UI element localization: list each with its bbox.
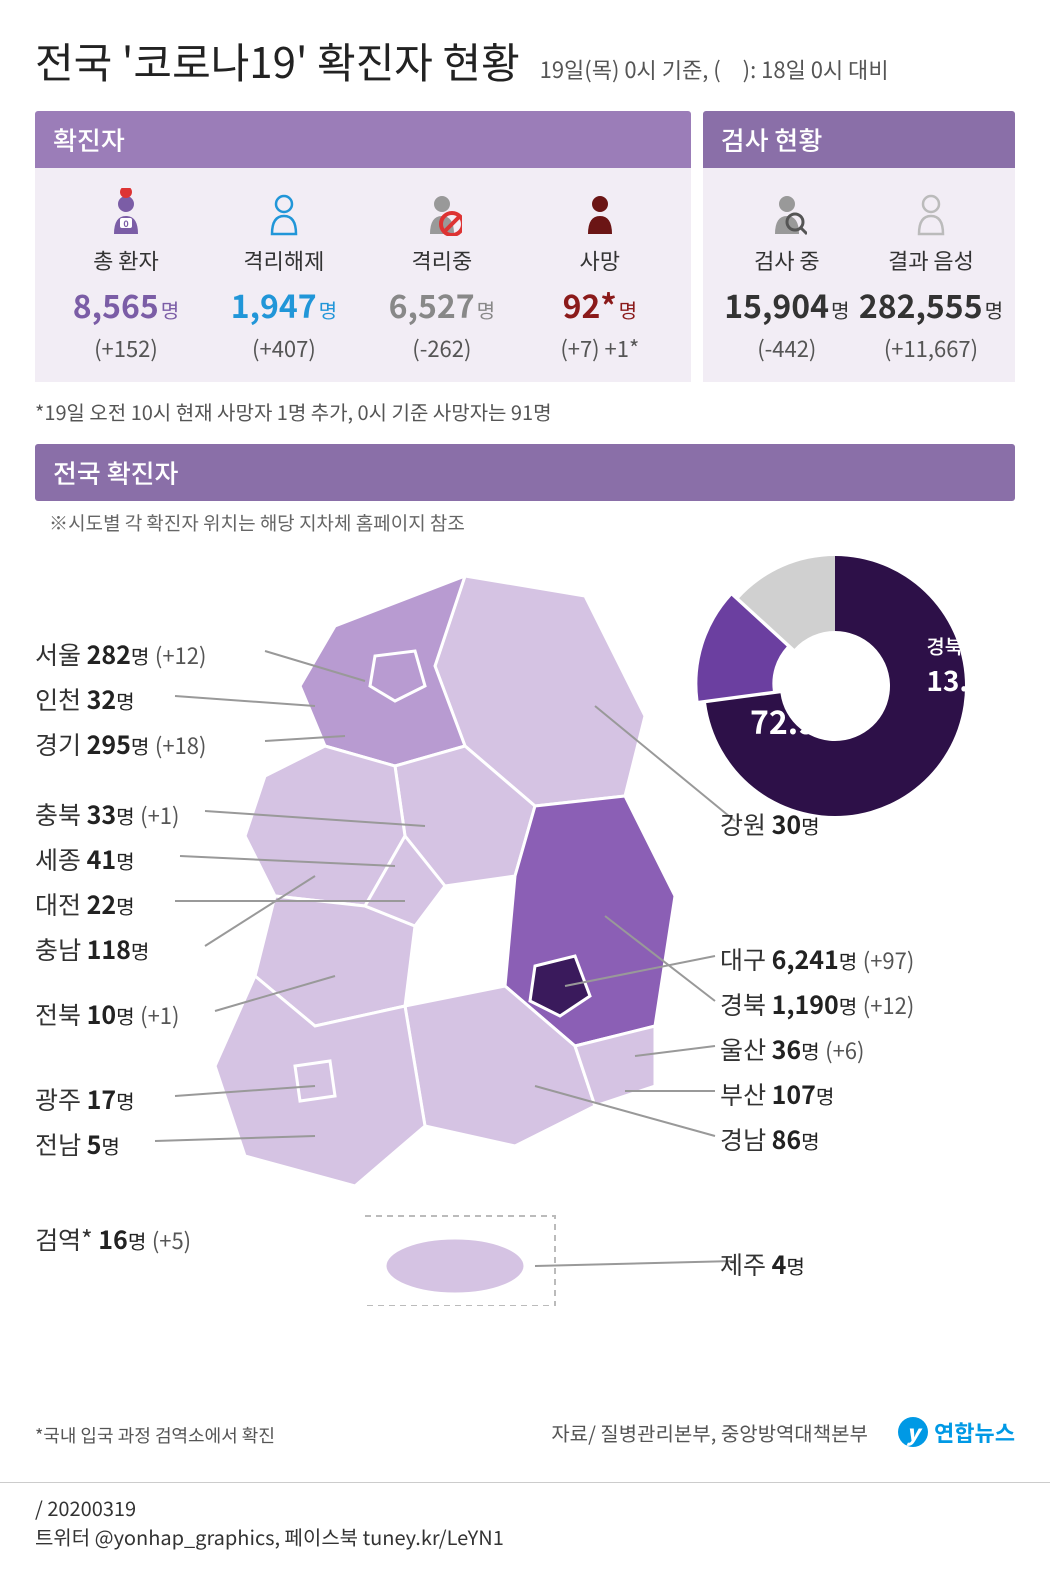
stat-change: (-442)	[715, 332, 859, 364]
stats-footnote: *19일 오전 10시 현재 사망자 1명 추가, 0시 기준 사망자는 91명	[35, 397, 1015, 426]
title-row: 전국 '코로나19' 확진자 현황 19일(목) 0시 기준, ( ): 18일…	[35, 30, 1015, 91]
stat-icon	[205, 186, 363, 236]
title-prefix: 전국	[35, 30, 112, 91]
stat-icon: 0	[47, 186, 205, 236]
confirmed-box: 확진자 0 총 환자 8,565명 (+152) 격리해제 1,947명 (+4…	[35, 111, 691, 382]
stat-value: 282,555명	[859, 282, 1003, 328]
region-label: 울산 36명 (+6)	[720, 1031, 864, 1067]
stat-item: 검사 중 15,904명 (-442)	[715, 186, 859, 364]
region-label: 경남 86명	[720, 1121, 820, 1157]
stat-change: (-262)	[363, 332, 521, 364]
region-label: 인천 32명	[35, 681, 135, 717]
region-label: 경기 295명 (+18)	[35, 726, 206, 762]
region-label: 부산 107명	[720, 1076, 834, 1112]
region-label: 서울 282명 (+12)	[35, 636, 206, 672]
stat-change: (+11,667)	[859, 332, 1003, 364]
testing-box: 검사 현황 검사 중 15,904명 (-442) 결과 음성 282,555명…	[703, 111, 1015, 382]
region-label: 전북 10명 (+1)	[35, 996, 179, 1032]
donut-label-daegu: 대구 72.9%	[750, 666, 836, 744]
stat-value: 8,565명	[47, 282, 205, 328]
stat-label: 사망	[521, 244, 679, 276]
stat-label: 총 환자	[47, 244, 205, 276]
quarantine-note: *국내 입국 과정 검역소에서 확진	[35, 1422, 275, 1448]
region-label: 검역* 16명 (+5)	[35, 1221, 191, 1257]
stat-change: (+152)	[47, 332, 205, 364]
stat-value: 15,904명	[715, 282, 859, 328]
stat-icon	[363, 186, 521, 236]
page-title: 전국 '코로나19' 확진자 현황	[35, 30, 520, 91]
stat-value: 6,527명	[363, 282, 521, 328]
region-label: 충남 118명	[35, 931, 149, 967]
stats-section: 확진자 0 총 환자 8,565명 (+152) 격리해제 1,947명 (+4…	[35, 111, 1015, 382]
region-label: 제주 4명	[720, 1246, 805, 1282]
korea-map	[115, 546, 735, 1306]
stat-item: 결과 음성 282,555명 (+11,667)	[859, 186, 1003, 364]
stat-label: 격리중	[363, 244, 521, 276]
stat-label: 검사 중	[715, 244, 859, 276]
stat-item: 격리중 6,527명 (-262)	[363, 186, 521, 364]
donut-gb-name: 경북	[926, 631, 985, 660]
stat-icon	[521, 186, 679, 236]
stat-icon	[715, 186, 859, 236]
confirmed-body: 0 총 환자 8,565명 (+152) 격리해제 1,947명 (+407) …	[35, 168, 691, 382]
stat-change: (+7) +1*	[521, 332, 679, 364]
yonhap-logo: y 연합뉴스	[898, 1416, 1015, 1448]
map-header: 전국 확진자	[35, 444, 1015, 501]
region-label: 세종 41명	[35, 841, 135, 877]
logo-icon: y	[898, 1417, 928, 1447]
footer-social: 트위터 @yonhap_graphics, 페이스북 tuney.kr/LeYN…	[35, 1522, 1015, 1551]
region-label: 경북 1,190명 (+12)	[720, 986, 914, 1022]
svg-text:0: 0	[123, 217, 128, 230]
footer: / 20200319 트위터 @yonhap_graphics, 페이스북 tu…	[0, 1493, 1050, 1576]
stat-value: 92*명	[521, 282, 679, 328]
map-area: 대구 72.9% 경북 13.9	[35, 546, 1015, 1416]
donut-label-gyeongbuk: 경북 13.9	[926, 631, 985, 700]
stat-label: 결과 음성	[859, 244, 1003, 276]
title-suffix: 확진자 현황	[317, 30, 520, 91]
region-label: 강원 30명	[720, 806, 820, 842]
stat-change: (+407)	[205, 332, 363, 364]
title-subnote: 19일(목) 0시 기준, ( ): 18일 0시 대비	[540, 53, 889, 85]
stat-item: 격리해제 1,947명 (+407)	[205, 186, 363, 364]
testing-body: 검사 중 15,904명 (-442) 결과 음성 282,555명 (+11,…	[703, 168, 1015, 382]
region-label: 충북 33명 (+1)	[35, 796, 179, 832]
stat-item: 0 총 환자 8,565명 (+152)	[47, 186, 205, 364]
confirmed-header: 확진자	[35, 111, 691, 168]
map-subnote: ※시도별 각 확진자 위치는 해당 지차체 홈페이지 참조	[49, 509, 1015, 536]
stat-value: 1,947명	[205, 282, 363, 328]
title-highlight: '코로나19'	[122, 30, 308, 91]
footer-date: / 20200319	[35, 1493, 1015, 1522]
stat-label: 격리해제	[205, 244, 363, 276]
stat-item: 사망 92*명 (+7) +1*	[521, 186, 679, 364]
logo-text: 연합뉴스	[934, 1416, 1015, 1448]
testing-header: 검사 현황	[703, 111, 1015, 168]
donut-daegu-pct: 72.9	[750, 698, 817, 744]
region-label: 광주 17명	[35, 1081, 135, 1117]
region-label: 대전 22명	[35, 886, 135, 922]
donut-daegu-name: 대구	[750, 666, 836, 698]
region-label: 대구 6,241명 (+97)	[720, 941, 914, 977]
region-label: 전남 5명	[35, 1126, 120, 1162]
data-source: 자료/ 질병관리본부, 중앙방역대책본부	[551, 1418, 868, 1447]
donut-gb-pct: 13.9	[926, 660, 985, 700]
donut-chart: 대구 72.9% 경북 13.9	[695, 546, 975, 826]
stat-icon	[859, 186, 1003, 236]
